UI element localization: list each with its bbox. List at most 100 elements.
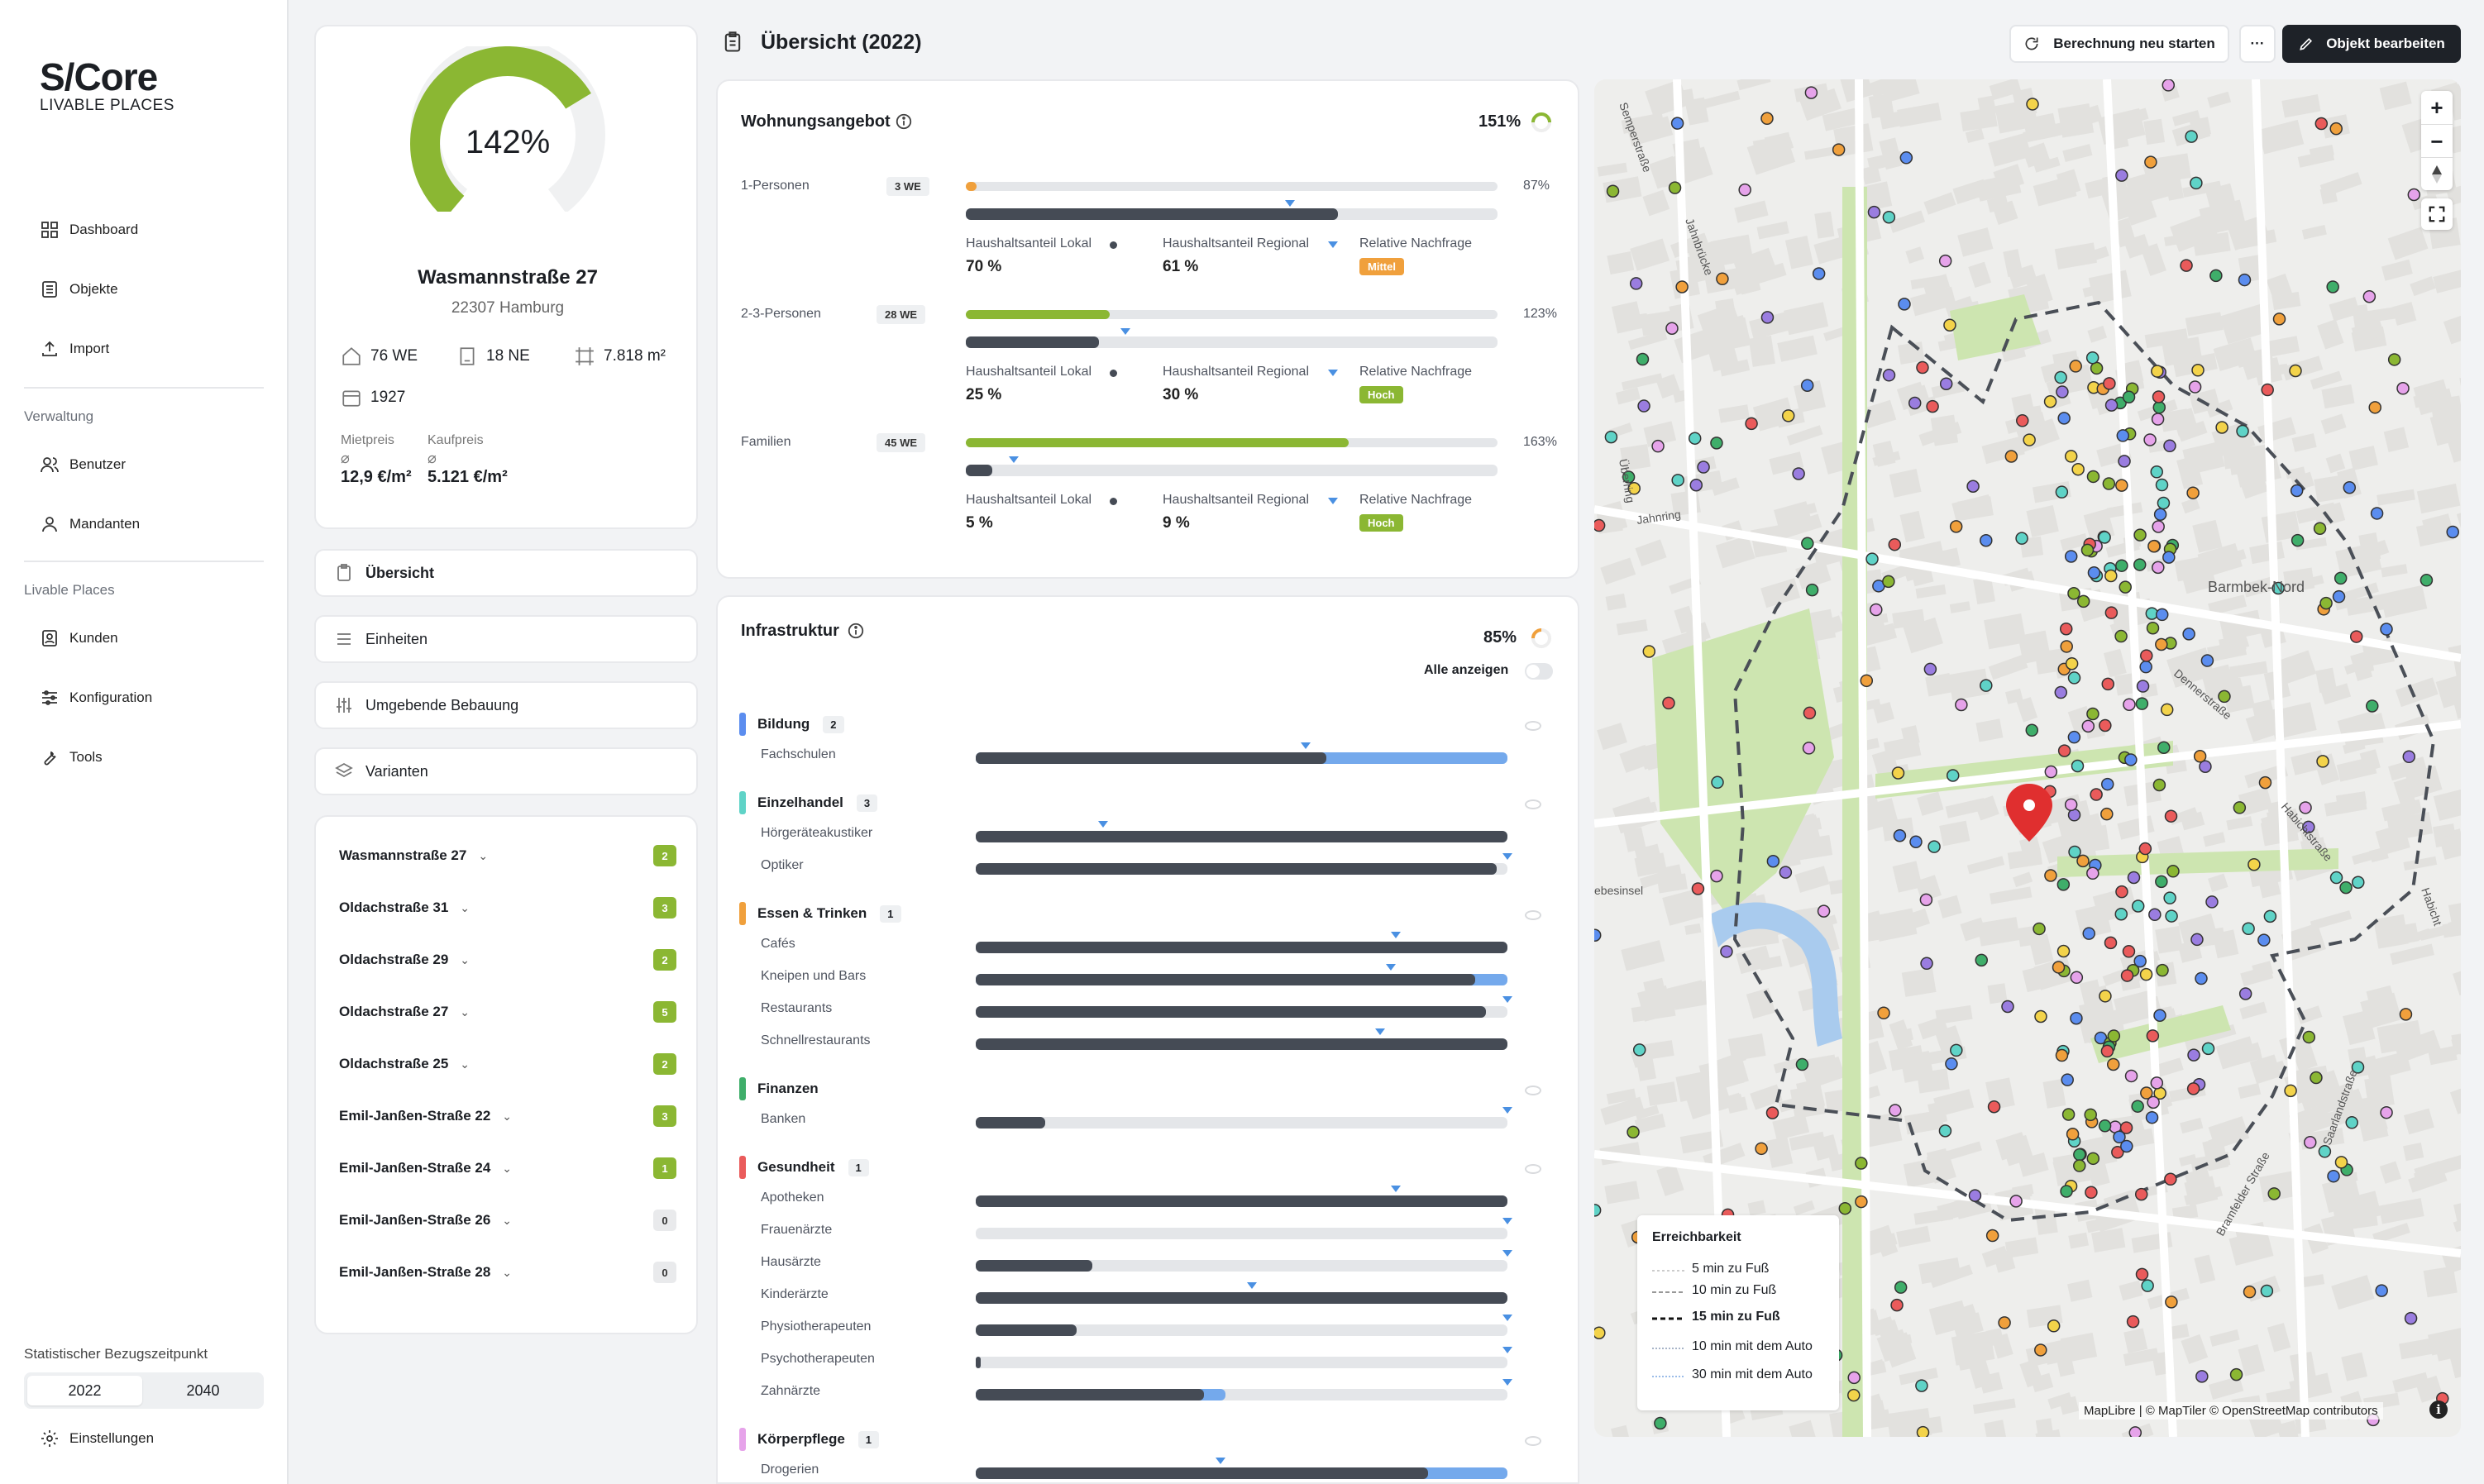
poi-marker[interactable] <box>2186 1082 2200 1095</box>
poi-marker[interactable] <box>2054 685 2068 699</box>
poi-marker[interactable] <box>2127 871 2141 885</box>
address-row[interactable]: Oldachstraße 25 ⌄ 2 <box>339 1052 676 1076</box>
poi-marker[interactable] <box>2100 777 2114 791</box>
poi-marker[interactable] <box>2061 1108 2076 1121</box>
poi-marker[interactable] <box>2122 390 2136 403</box>
poi-marker[interactable] <box>2135 697 2149 710</box>
poi-marker[interactable] <box>1779 866 1793 879</box>
poi-marker[interactable] <box>2064 798 2078 812</box>
poi-marker[interactable] <box>2043 394 2057 408</box>
poi-marker[interactable] <box>2271 581 2285 595</box>
poi-marker[interactable] <box>2140 649 2153 662</box>
poi-marker[interactable] <box>2148 908 2162 922</box>
poi-marker[interactable] <box>2165 909 2178 923</box>
poi-marker[interactable] <box>2380 1105 2393 1119</box>
poi-marker[interactable] <box>2145 1110 2159 1124</box>
poi-marker[interactable] <box>1760 112 1774 126</box>
poi-marker[interactable] <box>1987 1100 2001 1114</box>
poi-marker[interactable] <box>2009 1195 2023 1208</box>
eye-icon[interactable] <box>1525 1164 1541 1174</box>
eye-icon[interactable] <box>1525 1086 1541 1095</box>
poi-marker[interactable] <box>2229 1367 2243 1381</box>
poi-marker[interactable] <box>1882 369 1896 382</box>
poi-marker[interactable] <box>2034 1009 2047 1024</box>
poi-marker[interactable] <box>1898 298 1911 311</box>
poi-marker[interactable] <box>2123 698 2136 711</box>
poi-marker[interactable] <box>1636 352 1650 366</box>
poi-marker[interactable] <box>2034 1343 2047 1357</box>
poi-marker[interactable] <box>2215 421 2228 434</box>
poi-marker[interactable] <box>2044 869 2057 882</box>
poi-marker[interactable] <box>2114 907 2128 921</box>
poi-marker[interactable] <box>2054 370 2067 384</box>
fullscreen-button[interactable] <box>2421 198 2453 230</box>
poi-marker[interactable] <box>1765 1106 1779 1119</box>
poi-marker[interactable] <box>1927 840 1941 853</box>
poi-marker[interactable] <box>1870 603 1883 617</box>
poi-marker[interactable] <box>2104 936 2118 950</box>
poi-marker[interactable] <box>1627 1125 1640 1139</box>
poi-marker[interactable] <box>2104 606 2119 619</box>
poi-marker[interactable] <box>2004 450 2018 463</box>
poi-marker[interactable] <box>2128 1426 2142 1437</box>
poi-marker[interactable] <box>2180 259 2193 272</box>
poi-marker[interactable] <box>1847 1371 1861 1385</box>
poi-marker[interactable] <box>1889 1104 1902 1117</box>
poi-marker[interactable] <box>2103 377 2116 390</box>
poi-marker[interactable] <box>2314 117 2329 131</box>
address-row[interactable]: Oldachstraße 29 ⌄ 2 <box>339 947 676 972</box>
year-2040-button[interactable]: 2040 <box>186 1381 220 1399</box>
poi-marker[interactable] <box>1802 742 1816 755</box>
poi-marker[interactable] <box>1894 1281 1908 1294</box>
poi-marker[interactable] <box>1691 882 1705 895</box>
poi-marker[interactable] <box>2267 1187 2281 1200</box>
poi-marker[interactable] <box>2067 671 2081 685</box>
poi-marker[interactable] <box>2056 385 2069 398</box>
poi-marker[interactable] <box>1604 430 1618 444</box>
eye-icon[interactable] <box>1525 1436 1541 1446</box>
poi-marker[interactable] <box>2155 478 2169 492</box>
poi-marker[interactable] <box>2233 801 2247 814</box>
poi-marker[interactable] <box>2163 439 2176 453</box>
poi-marker[interactable] <box>1697 460 1710 474</box>
nav-settings[interactable]: Einstellungen <box>40 1429 154 1448</box>
poi-marker[interactable] <box>2076 594 2090 608</box>
poi-marker[interactable] <box>2351 1061 2365 1074</box>
poi-marker[interactable] <box>2055 485 2069 499</box>
poi-marker[interactable] <box>2085 351 2099 365</box>
poi-marker[interactable] <box>2258 775 2272 790</box>
poi-marker[interactable] <box>1847 1388 1861 1402</box>
address-row[interactable]: Oldachstraße 27 ⌄ 5 <box>339 1000 676 1024</box>
eye-icon[interactable] <box>1525 799 1541 809</box>
poi-marker[interactable] <box>1882 210 1896 224</box>
poi-marker[interactable] <box>2193 750 2207 763</box>
poi-marker[interactable] <box>2100 1044 2114 1058</box>
poi-marker[interactable] <box>2060 640 2073 653</box>
poi-marker[interactable] <box>2162 551 2176 564</box>
poi-marker[interactable] <box>2319 596 2333 610</box>
poi-marker[interactable] <box>2071 462 2085 476</box>
poi-marker[interactable] <box>1803 706 1817 720</box>
poi-marker[interactable] <box>2118 455 2131 468</box>
poi-marker[interactable] <box>2334 571 2348 585</box>
poi-marker[interactable] <box>2147 1095 2160 1109</box>
poi-marker[interactable] <box>2396 382 2410 395</box>
poi-marker[interactable] <box>2152 390 2166 403</box>
poi-marker[interactable] <box>1627 482 1641 495</box>
poi-marker[interactable] <box>1716 272 1729 286</box>
tab-einheiten[interactable]: Einheiten <box>314 615 698 663</box>
poi-marker[interactable] <box>2218 690 2231 704</box>
poi-marker[interactable] <box>2119 580 2132 594</box>
poi-marker[interactable] <box>1975 953 1988 967</box>
poi-marker[interactable] <box>2291 533 2305 547</box>
poi-marker[interactable] <box>2261 383 2274 397</box>
poi-marker[interactable] <box>2101 677 2115 691</box>
infra-category[interactable]: Einzelhandel 3 <box>739 791 878 814</box>
poi-marker[interactable] <box>2067 730 2081 744</box>
poi-marker[interactable] <box>2126 1315 2140 1329</box>
poi-marker[interactable] <box>2133 954 2147 968</box>
zoom-out-button[interactable]: − <box>2421 124 2453 157</box>
poi-marker[interactable] <box>2185 130 2198 143</box>
poi-marker[interactable] <box>2147 539 2161 553</box>
eye-icon[interactable] <box>1525 910 1541 920</box>
